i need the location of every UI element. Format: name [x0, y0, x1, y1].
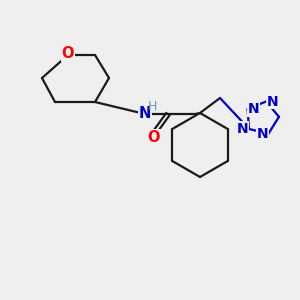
Text: N: N: [266, 94, 278, 109]
Text: H: H: [147, 100, 157, 112]
Text: N: N: [139, 106, 151, 122]
Text: O: O: [62, 46, 74, 62]
Text: O: O: [148, 130, 160, 145]
Text: N: N: [237, 122, 249, 136]
Text: N: N: [248, 102, 260, 116]
Text: N: N: [256, 127, 268, 141]
